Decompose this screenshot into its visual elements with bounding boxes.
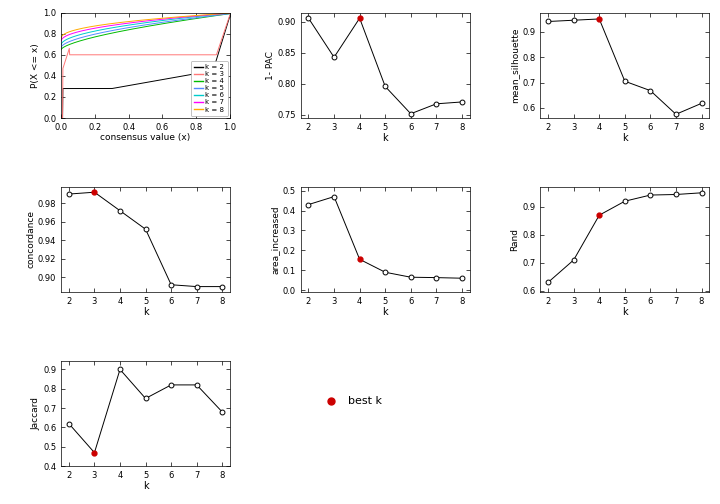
Y-axis label: area_increased: area_increased <box>271 205 280 274</box>
Y-axis label: P(X <= x): P(X <= x) <box>31 43 40 88</box>
X-axis label: k: k <box>382 134 388 143</box>
Y-axis label: Jaccard: Jaccard <box>31 397 40 430</box>
X-axis label: k: k <box>143 481 148 491</box>
Legend: k = 2, k = 3, k = 4, k = 5, k = 6, k = 7, k = 8: k = 2, k = 3, k = 4, k = 5, k = 6, k = 7… <box>191 61 228 116</box>
Y-axis label: Rand: Rand <box>510 228 520 251</box>
Text: best k: best k <box>348 396 382 406</box>
X-axis label: k: k <box>622 307 628 318</box>
X-axis label: k: k <box>143 307 148 318</box>
Y-axis label: 1- PAC: 1- PAC <box>266 51 275 80</box>
Y-axis label: concordance: concordance <box>26 210 35 269</box>
Y-axis label: mean_silhouette: mean_silhouette <box>510 28 520 103</box>
X-axis label: k: k <box>382 307 388 318</box>
X-axis label: consensus value (x): consensus value (x) <box>101 134 191 142</box>
X-axis label: k: k <box>622 134 628 143</box>
